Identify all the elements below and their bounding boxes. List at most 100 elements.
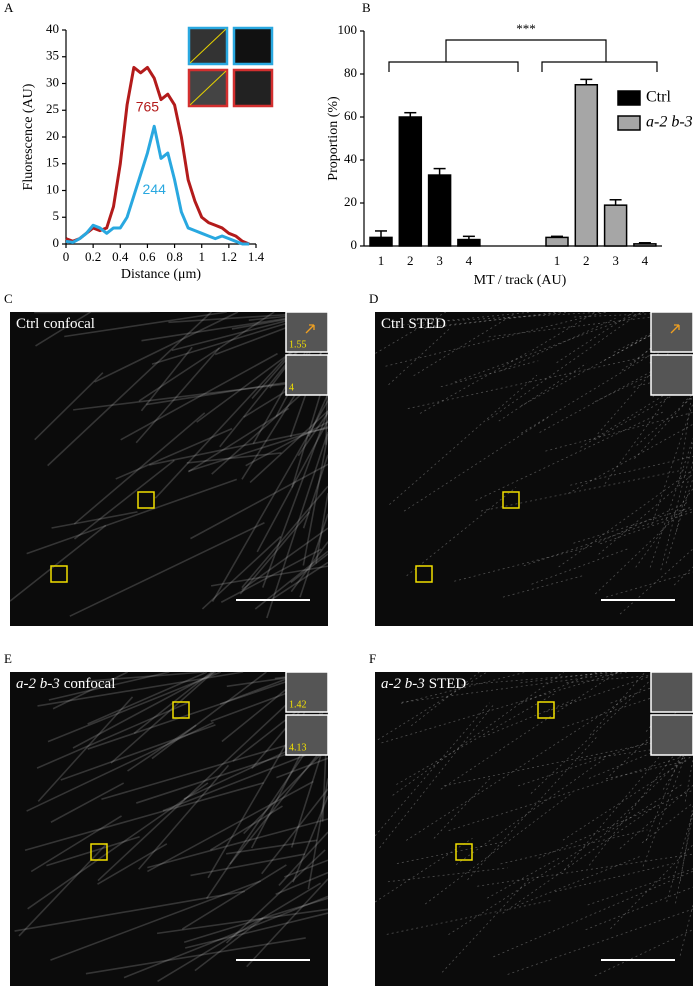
filament [516,855,641,907]
filament [483,699,575,738]
filament [538,789,694,859]
y-tick-label: 25 [46,101,59,116]
filament [290,553,329,584]
panel-title: a-2 b-3 STED [381,676,466,692]
panel-letter: A [4,0,14,15]
filament [147,780,314,873]
y-tick-label: 40 [344,151,357,166]
filament [47,311,212,467]
filament [419,351,530,414]
filament [140,346,193,412]
condition: a-2 b-3 [381,676,425,692]
filament [190,853,306,877]
zoom-inset [650,714,694,756]
filament [30,815,122,873]
filament [37,696,134,802]
filament [573,506,694,544]
filament [276,757,329,779]
filament [69,521,265,617]
filament [424,791,574,905]
filament [261,410,329,588]
significance-bracket [388,39,658,72]
filament [73,412,206,525]
filament [183,897,329,944]
filament [162,745,329,812]
filament [387,867,508,883]
filament [209,805,283,851]
bar [545,236,569,247]
filament [374,702,490,837]
filament [18,842,108,937]
y-tick-label: 40 [46,21,59,36]
inset-value: 1.42 [289,699,307,710]
bar [574,84,599,247]
panel-title: a-2 b-3 confocal [16,676,115,692]
filament [589,671,646,736]
y-tick-label: 100 [338,22,358,37]
filament [594,383,694,441]
filament [50,880,261,961]
filament [392,671,564,796]
panel-title: Ctrl STED [381,316,446,332]
filament [414,311,569,329]
line-series [65,65,250,246]
filament [630,315,694,346]
micrograph [375,672,693,986]
filament [127,724,197,772]
filament [642,735,694,867]
filament [120,352,278,441]
filaments [9,311,329,619]
filament [308,393,329,437]
filament [35,311,92,347]
legend-label: Ctrl [646,89,671,106]
filament [302,454,329,529]
filament [187,407,290,473]
profile-insets [187,26,274,108]
filament [619,785,694,849]
filament [34,372,104,441]
filament [243,746,329,835]
filament [660,442,694,571]
y-tick-label: 20 [46,128,59,143]
filament [562,755,694,841]
filament [564,744,671,871]
panel-letter: C [4,291,13,306]
bar [603,204,628,247]
filament [50,782,125,823]
roi-box [415,565,433,583]
filament [440,671,618,790]
filament [570,456,694,486]
filament [48,671,170,701]
filament [307,778,329,890]
x-axis-label: MT / track (AU) [474,273,567,288]
filament [135,347,220,444]
filament [546,671,663,712]
filament [406,487,517,577]
legend-swatch [617,90,641,106]
filament [440,360,539,388]
filament [181,864,287,930]
filament [266,431,329,619]
condition: a-2 b-3 [16,676,60,692]
filament [587,868,694,906]
zoom-inset [650,671,694,713]
filament [579,743,691,761]
imaging-mode: confocal [64,676,116,692]
x-tick-label: 3 [436,253,443,268]
filament [241,527,329,591]
micrograph [375,312,693,626]
bar [457,238,481,247]
y-axis-label: Proportion (%) [326,96,341,181]
filament [477,853,694,887]
filament [151,671,267,760]
y-axis-label: Fluorescence (AU) [21,83,36,190]
filament [97,693,299,882]
y-tick-label: 80 [344,65,357,80]
filament [123,895,329,979]
filament [388,327,452,386]
filament [619,548,694,615]
filament [500,829,648,865]
filament [115,427,233,480]
roi-box [90,843,108,861]
